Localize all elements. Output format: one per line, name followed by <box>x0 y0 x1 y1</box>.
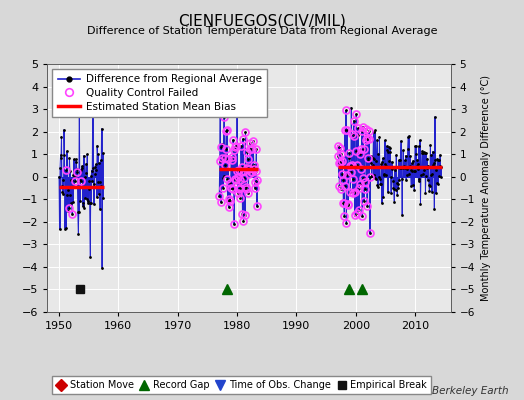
Legend: Station Move, Record Gap, Time of Obs. Change, Empirical Break: Station Move, Record Gap, Time of Obs. C… <box>52 376 431 394</box>
Text: Berkeley Earth: Berkeley Earth <box>432 386 508 396</box>
Text: CIENFUEGOS(CIV/MIL): CIENFUEGOS(CIV/MIL) <box>178 14 346 29</box>
Text: Difference of Station Temperature Data from Regional Average: Difference of Station Temperature Data f… <box>87 26 437 36</box>
Y-axis label: Monthly Temperature Anomaly Difference (°C): Monthly Temperature Anomaly Difference (… <box>481 75 490 301</box>
